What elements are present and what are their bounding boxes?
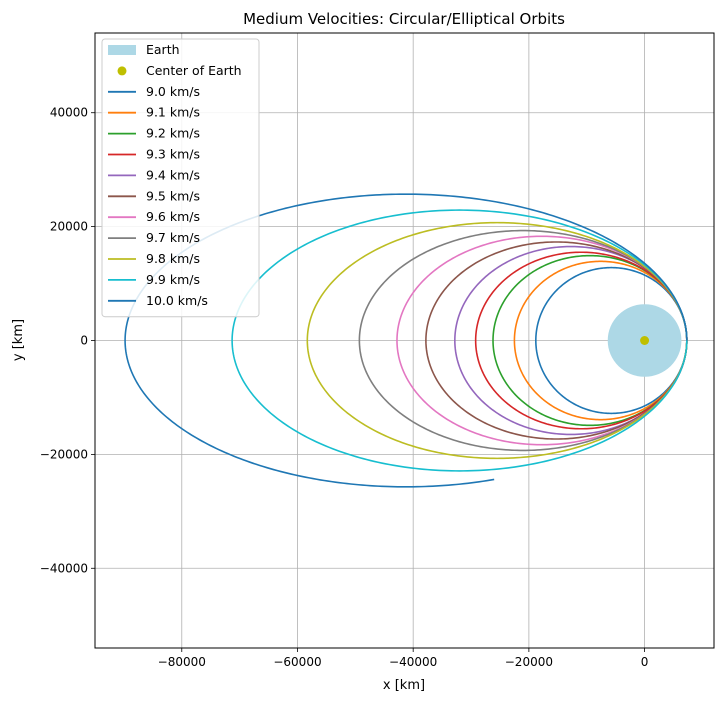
orbit-line-0 (535, 266, 688, 415)
x-tick-label: −80000 (158, 655, 206, 669)
orbit-line-6 (396, 235, 688, 446)
legend-swatch-earth (108, 45, 136, 55)
orbit-line-3 (474, 251, 688, 430)
x-axis-label: x [km] (383, 678, 425, 693)
center-of-earth-marker (640, 336, 650, 345)
orbit-line-1 (513, 260, 688, 421)
x-tick-label: −40000 (389, 655, 437, 669)
legend-box (101, 38, 260, 318)
legend-label-2: 9.2 km/s (146, 126, 200, 141)
y-tick-label: 20000 (50, 220, 88, 234)
legend-label-1: 9.1 km/s (146, 105, 200, 120)
plot-area (124, 193, 688, 488)
orbit-line-5 (425, 241, 688, 440)
orbit-line-7 (358, 229, 688, 452)
legend-label-8: 9.8 km/s (146, 251, 200, 266)
legend-label-10: 10.0 km/s (146, 293, 208, 308)
legend-marker-center (117, 66, 127, 76)
axis-ticks: −80000 −60000 −40000 −20000 0 −40000 −20000 0 20… (40, 106, 649, 669)
legend-label-7: 9.7 km/s (146, 230, 200, 245)
chart-title: Medium Velocities: Circular/Elliptical O… (243, 10, 565, 28)
y-tick-label: 40000 (50, 106, 88, 120)
orbit-line-8 (306, 221, 688, 460)
legend-label-0: 9.0 km/s (146, 84, 200, 99)
x-tick-label: −60000 (273, 655, 321, 669)
legend-label-5: 9.5 km/s (146, 188, 200, 203)
y-axis-label: y [km] (11, 319, 26, 361)
legend: Earth Center of Earth 9.0 km/s 9.1 km/s 9.2 … (101, 38, 260, 318)
orbit-line-9 (231, 209, 688, 472)
legend-label-6: 9.6 km/s (146, 209, 200, 224)
legend-label-3: 9.3 km/s (146, 147, 200, 162)
x-tick-label: −20000 (505, 655, 553, 669)
x-tick-label: 0 (641, 655, 649, 669)
legend-label-4: 9.4 km/s (146, 167, 200, 182)
legend-label-center: Center of Earth (146, 63, 242, 78)
y-tick-label: −20000 (40, 447, 88, 461)
y-tick-label: −40000 (40, 561, 88, 575)
y-tick-label: 0 (80, 334, 88, 348)
legend-label-9: 9.9 km/s (146, 272, 200, 287)
legend-label-earth: Earth (146, 42, 180, 57)
